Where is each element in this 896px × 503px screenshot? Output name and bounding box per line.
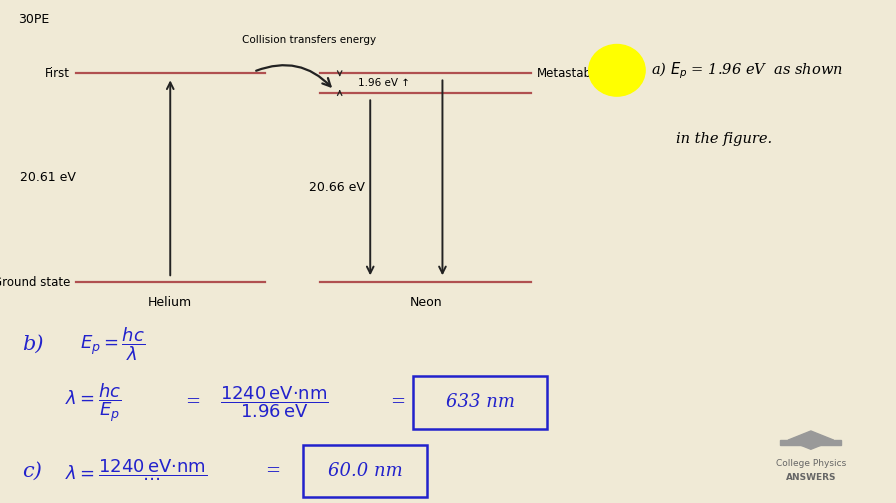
Text: Collision transfers energy: Collision transfers energy bbox=[242, 35, 376, 45]
Text: 633 nm: 633 nm bbox=[445, 393, 514, 411]
Text: 20.61 eV: 20.61 eV bbox=[20, 172, 76, 184]
Text: $\dfrac{1240\,\mathrm{eV{\cdot}nm}}{1.96\,\mathrm{eV}}$: $\dfrac{1240\,\mathrm{eV{\cdot}nm}}{1.96… bbox=[220, 385, 329, 420]
Text: Ground state: Ground state bbox=[0, 276, 70, 289]
Text: 30PE: 30PE bbox=[18, 13, 49, 26]
Text: $E_p = \dfrac{hc}{\lambda}$: $E_p = \dfrac{hc}{\lambda}$ bbox=[80, 325, 145, 363]
Text: College Physics: College Physics bbox=[776, 459, 846, 468]
Text: 60.0 nm: 60.0 nm bbox=[328, 462, 402, 480]
Text: First: First bbox=[45, 67, 70, 79]
Text: c): c) bbox=[22, 461, 42, 480]
Text: a) $E_p$ = 1.96 eV  as shown: a) $E_p$ = 1.96 eV as shown bbox=[651, 60, 843, 80]
Circle shape bbox=[589, 45, 645, 96]
Text: b): b) bbox=[22, 334, 44, 354]
Polygon shape bbox=[780, 440, 841, 445]
Text: 20.66 eV: 20.66 eV bbox=[309, 181, 365, 194]
Text: Neon: Neon bbox=[409, 296, 442, 309]
FancyBboxPatch shape bbox=[303, 445, 427, 497]
Text: $\lambda = \dfrac{1240\,\mathrm{eV{\cdot}nm}}{\,\ldots\,}$: $\lambda = \dfrac{1240\,\mathrm{eV{\cdot… bbox=[65, 458, 207, 483]
Text: Metastable: Metastable bbox=[537, 67, 602, 79]
Text: 1.96 eV ↑: 1.96 eV ↑ bbox=[358, 78, 410, 88]
Polygon shape bbox=[788, 431, 833, 449]
FancyBboxPatch shape bbox=[413, 376, 547, 429]
Text: =: = bbox=[390, 393, 405, 411]
Text: =: = bbox=[265, 462, 280, 480]
Text: =: = bbox=[185, 393, 200, 411]
Text: in the figure.: in the figure. bbox=[676, 132, 772, 146]
Text: $\lambda = \dfrac{hc}{E_p}$: $\lambda = \dfrac{hc}{E_p}$ bbox=[65, 381, 122, 424]
Text: ANSWERS: ANSWERS bbox=[786, 473, 836, 482]
Text: Helium: Helium bbox=[148, 296, 193, 309]
